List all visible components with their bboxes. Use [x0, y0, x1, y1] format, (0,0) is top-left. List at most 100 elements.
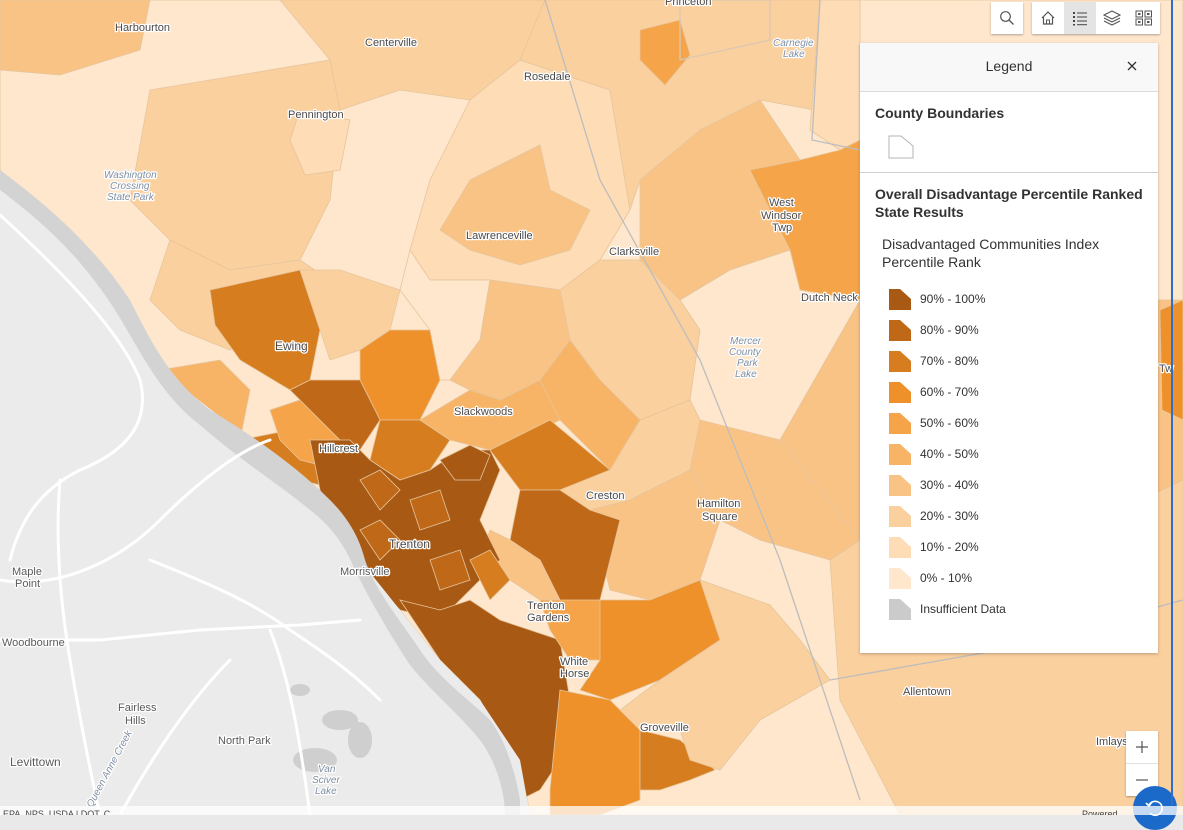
- svg-text:Rosedale: Rosedale: [524, 71, 570, 83]
- legend-layer-disadvantage: Overall Disadvantage Percentile Ranked S…: [860, 173, 1158, 624]
- svg-text:Slackwoods: Slackwoods: [454, 406, 513, 418]
- zoom-control: [1126, 731, 1158, 796]
- svg-text:Maple: Maple: [12, 566, 42, 578]
- legend-swatch: [889, 598, 911, 620]
- layers-icon: [1103, 10, 1121, 26]
- svg-text:Lawrenceville: Lawrenceville: [466, 230, 533, 242]
- svg-text:Point: Point: [15, 578, 40, 590]
- svg-text:Morrisville: Morrisville: [340, 566, 390, 578]
- search-button[interactable]: [991, 2, 1023, 34]
- zoom-out-button[interactable]: [1126, 763, 1158, 796]
- county-boundary-symbol: [888, 135, 914, 159]
- svg-text:Trenton: Trenton: [527, 600, 565, 612]
- svg-text:Woodbourne: Woodbourne: [2, 637, 65, 649]
- legend-panel: Legend County Boundaries Overall Disadva…: [860, 43, 1158, 653]
- legend-class-item: 20% - 30%: [888, 500, 1143, 531]
- svg-text:Twp: Twp: [772, 222, 792, 234]
- legend-class-label: 80% - 90%: [920, 322, 979, 337]
- legend-body: County Boundaries Overall Disadvantage P…: [860, 92, 1158, 624]
- legend-class-label: 40% - 50%: [920, 446, 979, 461]
- map-labels: Princeton Harbourton Centerville Rosedal…: [1, 0, 1175, 811]
- svg-text:Windsor: Windsor: [761, 210, 802, 222]
- legend-class-item: 30% - 40%: [888, 469, 1143, 500]
- attribution-text: EPA, NPS, USDA | DOT, C...: [3, 809, 118, 815]
- legend-swatch: [889, 443, 911, 465]
- zoom-in-button[interactable]: [1126, 731, 1158, 763]
- search-icon: [1000, 11, 1014, 25]
- svg-text:Van: Van: [318, 764, 336, 775]
- legend-swatch: [889, 536, 911, 558]
- svg-text:Groveville: Groveville: [640, 722, 689, 734]
- legend-swatch: [889, 567, 911, 589]
- svg-text:Hillcrest: Hillcrest: [319, 443, 358, 455]
- svg-text:Fairless: Fairless: [118, 702, 157, 714]
- svg-text:Levittown: Levittown: [10, 755, 61, 769]
- legend-class-label: 50% - 60%: [920, 415, 979, 430]
- svg-text:North Park: North Park: [218, 735, 271, 747]
- svg-text:Harbourton: Harbourton: [115, 22, 170, 34]
- legend-class-label: 10% - 20%: [920, 539, 979, 554]
- legend-class-item: 80% - 90%: [888, 314, 1143, 345]
- legend-close-button[interactable]: [1124, 58, 1140, 74]
- svg-text:Carnegie: Carnegie: [773, 38, 814, 49]
- legend-class-label: 0% - 10%: [920, 570, 973, 585]
- svg-text:Park: Park: [737, 358, 759, 369]
- svg-text:Ewing: Ewing: [275, 339, 308, 353]
- plus-icon: [1136, 741, 1148, 753]
- close-icon: [1127, 61, 1137, 71]
- svg-text:County: County: [729, 347, 762, 358]
- svg-text:Pennington: Pennington: [288, 109, 344, 121]
- legend-layer-county-boundaries: County Boundaries: [860, 92, 1158, 173]
- layer-title: County Boundaries: [875, 105, 1005, 121]
- legend-title: Legend: [985, 58, 1033, 74]
- svg-text:Dutch Neck: Dutch Neck: [801, 292, 858, 304]
- legend-swatch: [889, 350, 911, 372]
- layer-title: Overall Disadvantage Percentile Ranked S…: [875, 186, 1143, 220]
- legend-header: Legend: [860, 43, 1158, 92]
- svg-text:Lake: Lake: [783, 49, 805, 60]
- powered-by-text: Powered...: [1082, 809, 1126, 815]
- svg-text:Sciver: Sciver: [312, 775, 340, 786]
- svg-text:Lake: Lake: [735, 369, 757, 380]
- basemap-gallery-button[interactable]: [1128, 2, 1160, 34]
- svg-text:Square: Square: [702, 511, 737, 523]
- legend-class-label: 70% - 80%: [920, 353, 979, 368]
- layers-button[interactable]: [1096, 2, 1128, 34]
- legend-button[interactable]: [1064, 2, 1096, 34]
- svg-text:Centerville: Centerville: [365, 37, 417, 49]
- legend-list-icon: [1073, 12, 1087, 26]
- legend-swatch: [889, 474, 911, 496]
- svg-text:Tw: Tw: [1159, 363, 1173, 375]
- svg-text:Gardens: Gardens: [527, 612, 570, 624]
- home-button[interactable]: [1032, 2, 1064, 34]
- svg-text:Crossing: Crossing: [110, 181, 150, 192]
- legend-class-label: 60% - 70%: [920, 384, 979, 399]
- svg-text:West: West: [769, 197, 794, 209]
- delaware-river: [0, 170, 520, 815]
- svg-text:Clarksville: Clarksville: [609, 246, 659, 258]
- legend-swatch: [889, 288, 911, 310]
- legend-swatch: [889, 319, 911, 341]
- roads: [0, 213, 382, 815]
- legend-class-item: Insufficient Data: [888, 593, 1143, 624]
- legend-class-item: 10% - 20%: [888, 531, 1143, 562]
- legend-field-subtitle: Disadvantaged Communities Index Percenti…: [882, 236, 1100, 270]
- svg-text:White: White: [560, 656, 588, 668]
- minus-icon: [1136, 779, 1148, 781]
- legend-class-label: 20% - 30%: [920, 508, 979, 523]
- svg-text:Allentown: Allentown: [903, 686, 951, 698]
- svg-text:Creston: Creston: [586, 490, 625, 502]
- legend-swatch: [889, 381, 911, 403]
- legend-class-label: 90% - 100%: [920, 291, 986, 306]
- svg-text:State Park: State Park: [107, 192, 155, 203]
- legend-class-item: 70% - 80%: [888, 345, 1143, 376]
- svg-text:Hamilton: Hamilton: [697, 498, 740, 510]
- legend-class-label: 30% - 40%: [920, 477, 979, 492]
- legend-class-item: 60% - 70%: [888, 376, 1143, 407]
- legend-class-label: Insufficient Data: [920, 601, 1006, 616]
- svg-text:Mercer: Mercer: [730, 336, 762, 347]
- legend-class-item: 90% - 100%: [888, 283, 1143, 314]
- panel-edge: [1171, 0, 1173, 815]
- svg-text:Lake: Lake: [315, 786, 337, 797]
- svg-text:Washington: Washington: [104, 170, 157, 181]
